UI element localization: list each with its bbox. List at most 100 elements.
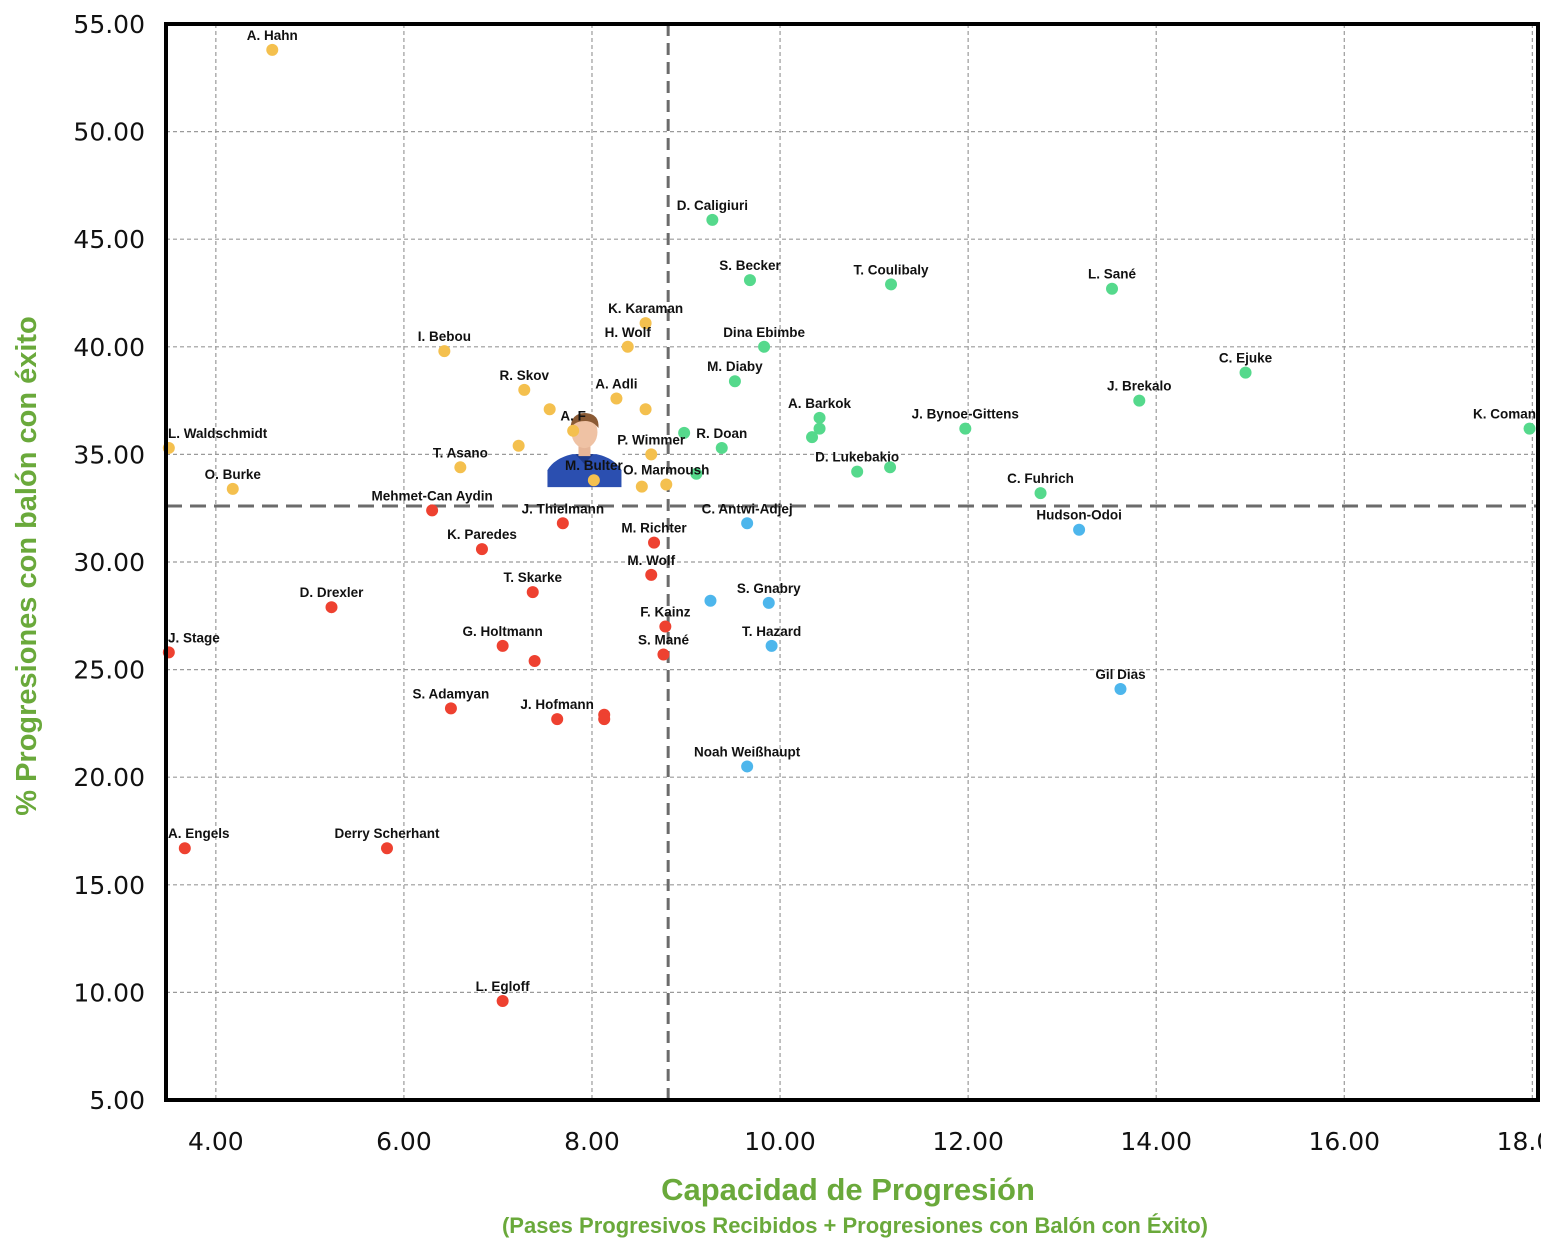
point-label: J. Brekalo [1107, 379, 1172, 394]
data-point [1239, 366, 1252, 379]
data-point [635, 480, 648, 493]
data-point [813, 411, 826, 424]
point-label: A. Adli [595, 376, 637, 391]
player-photo [547, 412, 623, 488]
avatar-shirt [547, 454, 622, 488]
data-points [162, 43, 1536, 1008]
point-label: J. Thielmann [522, 501, 605, 516]
point-label: C. Fuhrich [1007, 471, 1074, 486]
data-point [645, 568, 658, 581]
point-label: J. Hofmann [520, 697, 594, 712]
data-point [728, 375, 741, 388]
data-point [762, 596, 775, 609]
data-point [226, 482, 239, 495]
data-point [380, 842, 393, 855]
data-point [551, 713, 564, 726]
point-label: S. Becker [719, 258, 781, 273]
y-tick-label: 55.00 [73, 10, 145, 39]
data-point [496, 639, 509, 652]
point-label: G. Holtmann [463, 624, 543, 639]
data-point [512, 439, 525, 452]
data-point [543, 403, 556, 416]
data-point [884, 461, 897, 474]
plot-frame [164, 22, 1540, 1102]
point-label: J. Bynoe-Gittens [912, 407, 1019, 422]
data-point [659, 620, 672, 633]
data-point [639, 317, 652, 330]
point-label: J. Stage [168, 630, 220, 645]
data-point [1073, 523, 1086, 536]
point-label: S. Gnabry [737, 581, 801, 596]
data-point [518, 383, 531, 396]
point-labels: A. Hahn I. Bebou L. Waldschmidt O. Burke T. … [168, 28, 1536, 994]
data-point [426, 504, 439, 517]
point-label: M. Richter [621, 521, 687, 536]
point-label: O. Burke [205, 467, 262, 482]
data-point [1133, 394, 1146, 407]
x-tick-label: 14.00 [1120, 1127, 1192, 1156]
avatar-face [571, 416, 598, 449]
data-point [475, 543, 488, 556]
point-label: A. Barkok [788, 396, 852, 411]
y-axis-title: % Progresiones con balón con éxito [11, 316, 43, 816]
point-label: Gil Dias [1095, 667, 1145, 682]
point-label: A. Engels [168, 826, 230, 841]
data-point [567, 424, 580, 437]
point-label: Mehmet-Can Aydin [371, 488, 492, 503]
y-tick-label: 50.00 [73, 118, 145, 147]
y-tick-label: 25.00 [73, 656, 145, 685]
data-point [806, 431, 819, 444]
point-label: C. Antwi-Adjej [702, 501, 793, 516]
data-point [765, 639, 778, 652]
data-point [621, 340, 634, 353]
point-label: Noah Weißhaupt [694, 744, 801, 759]
point-label: S. Adamyan [413, 686, 490, 701]
data-point [959, 422, 972, 435]
point-label: D. Lukebakio [815, 450, 899, 465]
x-tick-label: 18.00 [1497, 1127, 1541, 1156]
point-label: K. Karaman [608, 301, 683, 316]
data-point [496, 995, 509, 1008]
point-label: T. Asano [433, 445, 488, 460]
point-label: M. Bulter [565, 458, 623, 473]
data-point [758, 340, 771, 353]
avatar-hair [570, 413, 599, 429]
point-label: H. Wolf [605, 325, 652, 340]
point-label: T. Skarke [503, 570, 562, 585]
axis-ticks: 4.00 6.00 8.00 10.00 12.00 14.00 16.00 18.00 5.0… [73, 10, 1541, 1156]
point-label: A. F [560, 409, 586, 424]
point-label: R. Skov [500, 368, 550, 383]
y-tick-label: 30.00 [73, 548, 145, 577]
point-label: Hudson-Odoi [1036, 508, 1121, 523]
data-point [657, 648, 670, 661]
y-tick-label: 45.00 [73, 225, 145, 254]
point-label: F. Kainz [640, 605, 691, 620]
point-label: M. Wolf [627, 553, 675, 568]
y-tick-label: 5.00 [89, 1086, 145, 1115]
data-point [438, 345, 451, 358]
data-point [741, 517, 754, 530]
data-point [715, 441, 728, 454]
data-point [556, 517, 569, 530]
y-tick-label: 15.00 [73, 871, 145, 900]
x-tick-label: 4.00 [188, 1127, 244, 1156]
point-label: P. Wimmer [617, 432, 686, 447]
data-point [813, 422, 826, 435]
point-label: A. Hahn [247, 28, 298, 43]
y-tick-label: 40.00 [73, 333, 145, 362]
x-tick-label: 8.00 [564, 1127, 620, 1156]
data-point [706, 213, 719, 226]
y-tick-label: 20.00 [73, 763, 145, 792]
y-tick-label: 10.00 [73, 978, 145, 1007]
data-point [645, 448, 658, 461]
point-label: L. Waldschmidt [168, 426, 268, 441]
x-axis-title: Capacidad de Progresión [661, 1172, 1035, 1207]
data-point [741, 760, 754, 773]
reference-lines [166, 24, 1538, 1100]
point-label: T. Coulibaly [854, 262, 930, 277]
data-point [528, 654, 541, 667]
data-point [885, 278, 898, 291]
grid [166, 24, 1538, 1100]
point-label: C. Ejuke [1219, 351, 1273, 366]
x-tick-label: 16.00 [1308, 1127, 1380, 1156]
